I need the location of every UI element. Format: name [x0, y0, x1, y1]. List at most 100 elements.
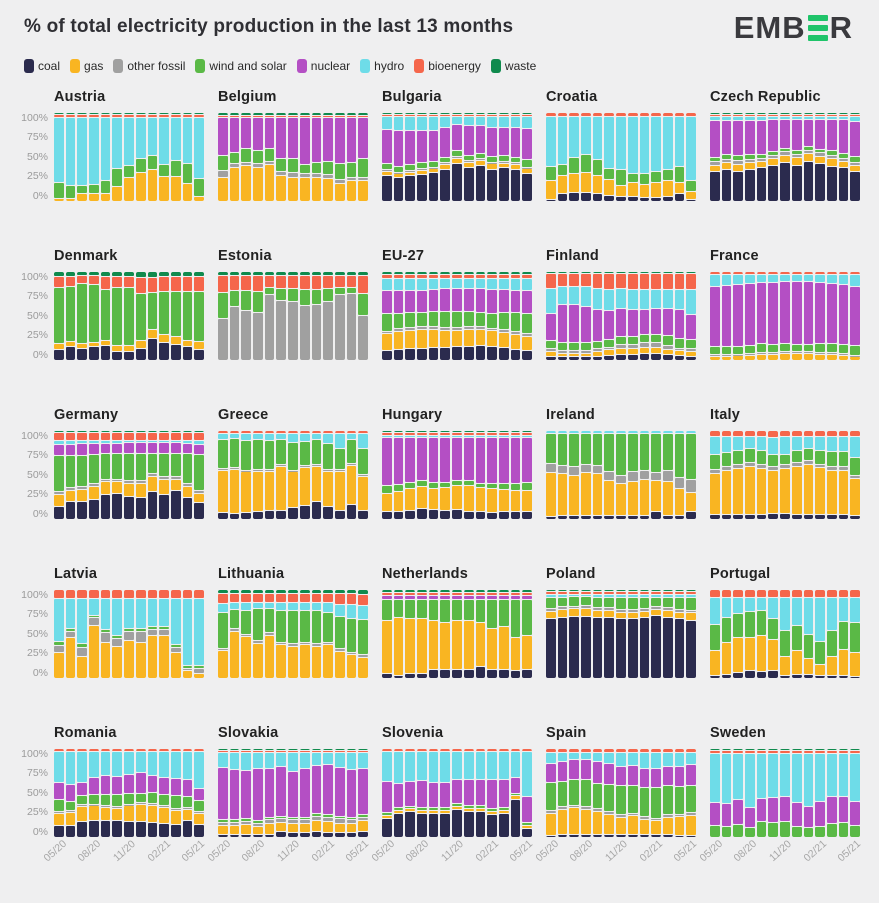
stacked-bar: [159, 590, 169, 678]
bar-segment-other_fossil: [838, 158, 849, 162]
bar-segment-wind_and_solar: [710, 825, 720, 837]
bar-segment-waste: [288, 749, 298, 750]
bar-segment-coal: [100, 820, 111, 837]
bar-segment-gas: [124, 483, 134, 496]
bar-segment-nuclear: [510, 128, 521, 157]
bar-segment-gas: [710, 651, 720, 676]
bar-segment-coal: [581, 515, 591, 519]
bar-segment-wind_and_solar: [651, 335, 661, 343]
bar-segment-bioenergy: [299, 115, 310, 118]
bar-segment-bioenergy: [417, 114, 427, 116]
bar-segment-waste: [382, 272, 392, 274]
bar-segment-nuclear: [627, 310, 638, 337]
bar-segment-hydro: [791, 117, 802, 120]
bar-segment-nuclear: [791, 282, 802, 344]
bar-segment-gas: [592, 474, 603, 515]
bar-segment-wind_and_solar: [510, 157, 521, 163]
bar-segment-waste: [440, 272, 451, 274]
bar-segment-other_fossil: [405, 327, 416, 330]
bar-segment-wind_and_solar: [733, 825, 744, 837]
bar-segment-coal: [662, 516, 673, 519]
bar-segment-gas: [358, 476, 368, 510]
bar-segment-wind_and_solar: [662, 433, 673, 470]
bar-segment-bioenergy: [581, 273, 591, 286]
bar-segment-hydro: [417, 116, 427, 130]
bar-segment-coal: [791, 514, 802, 519]
bar-segment-waste: [264, 272, 275, 276]
stacked-bar-plot: [382, 431, 532, 519]
bar-segment-gas: [627, 481, 638, 516]
bar-segment-coal: [452, 163, 462, 201]
bar-segment-waste: [803, 113, 814, 114]
y-axis-tick-label: 75%: [26, 290, 48, 303]
bar-segment-gas: [826, 471, 837, 515]
bar-segment-wind_and_solar: [592, 160, 603, 176]
x-axis-tick-label: 02/21: [309, 837, 337, 865]
bar-segment-gas: [756, 354, 767, 360]
bar-segment-bioenergy: [135, 114, 146, 117]
stacked-bar: [616, 590, 626, 678]
bar-segment-gas: [54, 813, 64, 826]
bar-segment-other_fossil: [100, 806, 111, 808]
bar-segment-wind_and_solar: [674, 433, 685, 478]
bar-segment-nuclear: [382, 781, 392, 813]
stacked-bar: [780, 431, 790, 519]
bar-segment-other_fossil: [311, 464, 322, 466]
bar-segment-gas: [686, 613, 696, 621]
bar-segment-wind_and_solar: [569, 597, 580, 606]
bar-segment-wind_and_solar: [65, 456, 76, 487]
bar-segment-hydro: [662, 431, 673, 433]
bar-segment-bioenergy: [838, 750, 849, 754]
bar-segment-bioenergy: [288, 431, 298, 433]
bar-segment-waste: [147, 113, 158, 114]
stacked-bar: [627, 113, 638, 201]
bar-segment-coal: [651, 835, 661, 837]
bar-segment-hydro: [393, 751, 404, 784]
bar-segment-other_fossil: [405, 170, 416, 172]
stacked-bar: [288, 113, 298, 201]
bar-segment-wind_and_solar: [662, 336, 673, 345]
bar-segment-wind_and_solar: [674, 598, 685, 609]
bar-segment-hydro: [662, 753, 673, 767]
bar-segment-gas: [498, 489, 509, 512]
bar-segment-waste: [475, 431, 486, 432]
bar-segment-bioenergy: [557, 273, 568, 286]
bar-segment-coal: [651, 616, 661, 678]
bar-segment-hydro: [756, 437, 767, 451]
bar-segment-gas: [510, 334, 521, 349]
bar-segment-bioenergy: [710, 590, 720, 597]
bar-segment-bioenergy: [768, 750, 779, 754]
stacked-bar: [803, 113, 814, 201]
x-axis-labels: 05/20 08/20 11/20 02/21 05/21: [205, 837, 371, 877]
legend-item-hydro: hydro: [360, 59, 404, 73]
stacked-bar: [815, 113, 825, 201]
bar-segment-other_fossil: [89, 483, 99, 486]
bar-segment-waste: [498, 113, 509, 114]
bar-segment-waste: [721, 749, 732, 750]
bar-segment-coal: [440, 347, 451, 360]
bar-segment-coal: [710, 676, 720, 678]
bar-segment-coal: [639, 353, 650, 360]
bar-segment-gas: [604, 610, 615, 617]
bar-segment-gas: [147, 476, 158, 492]
bar-segment-coal: [218, 835, 228, 837]
chart-estonia: Estonia: [218, 246, 381, 360]
bar-segment-coal: [276, 510, 287, 519]
bar-segment-gas: [299, 177, 310, 201]
chart-title: Greece: [218, 407, 269, 423]
bar-segment-bioenergy: [710, 750, 720, 754]
bar-segment-gas: [569, 353, 580, 357]
bar-segment-hydro: [463, 436, 474, 438]
bar-segment-nuclear: [522, 596, 532, 599]
bar-segment-bioenergy: [393, 592, 404, 596]
stacked-bar: [346, 113, 357, 201]
bar-segment-coal: [546, 200, 556, 201]
bar-segment-wind_and_solar: [299, 290, 310, 306]
bar-segment-hydro: [346, 605, 357, 619]
bar-segment-wind_and_solar: [850, 825, 860, 837]
bar-segment-wind_and_solar: [229, 610, 240, 628]
bar-segment-gas: [311, 821, 322, 832]
bar-segment-nuclear: [616, 767, 626, 786]
bar-segment-hydro: [65, 599, 76, 628]
bar-segment-other_fossil: [358, 474, 368, 476]
